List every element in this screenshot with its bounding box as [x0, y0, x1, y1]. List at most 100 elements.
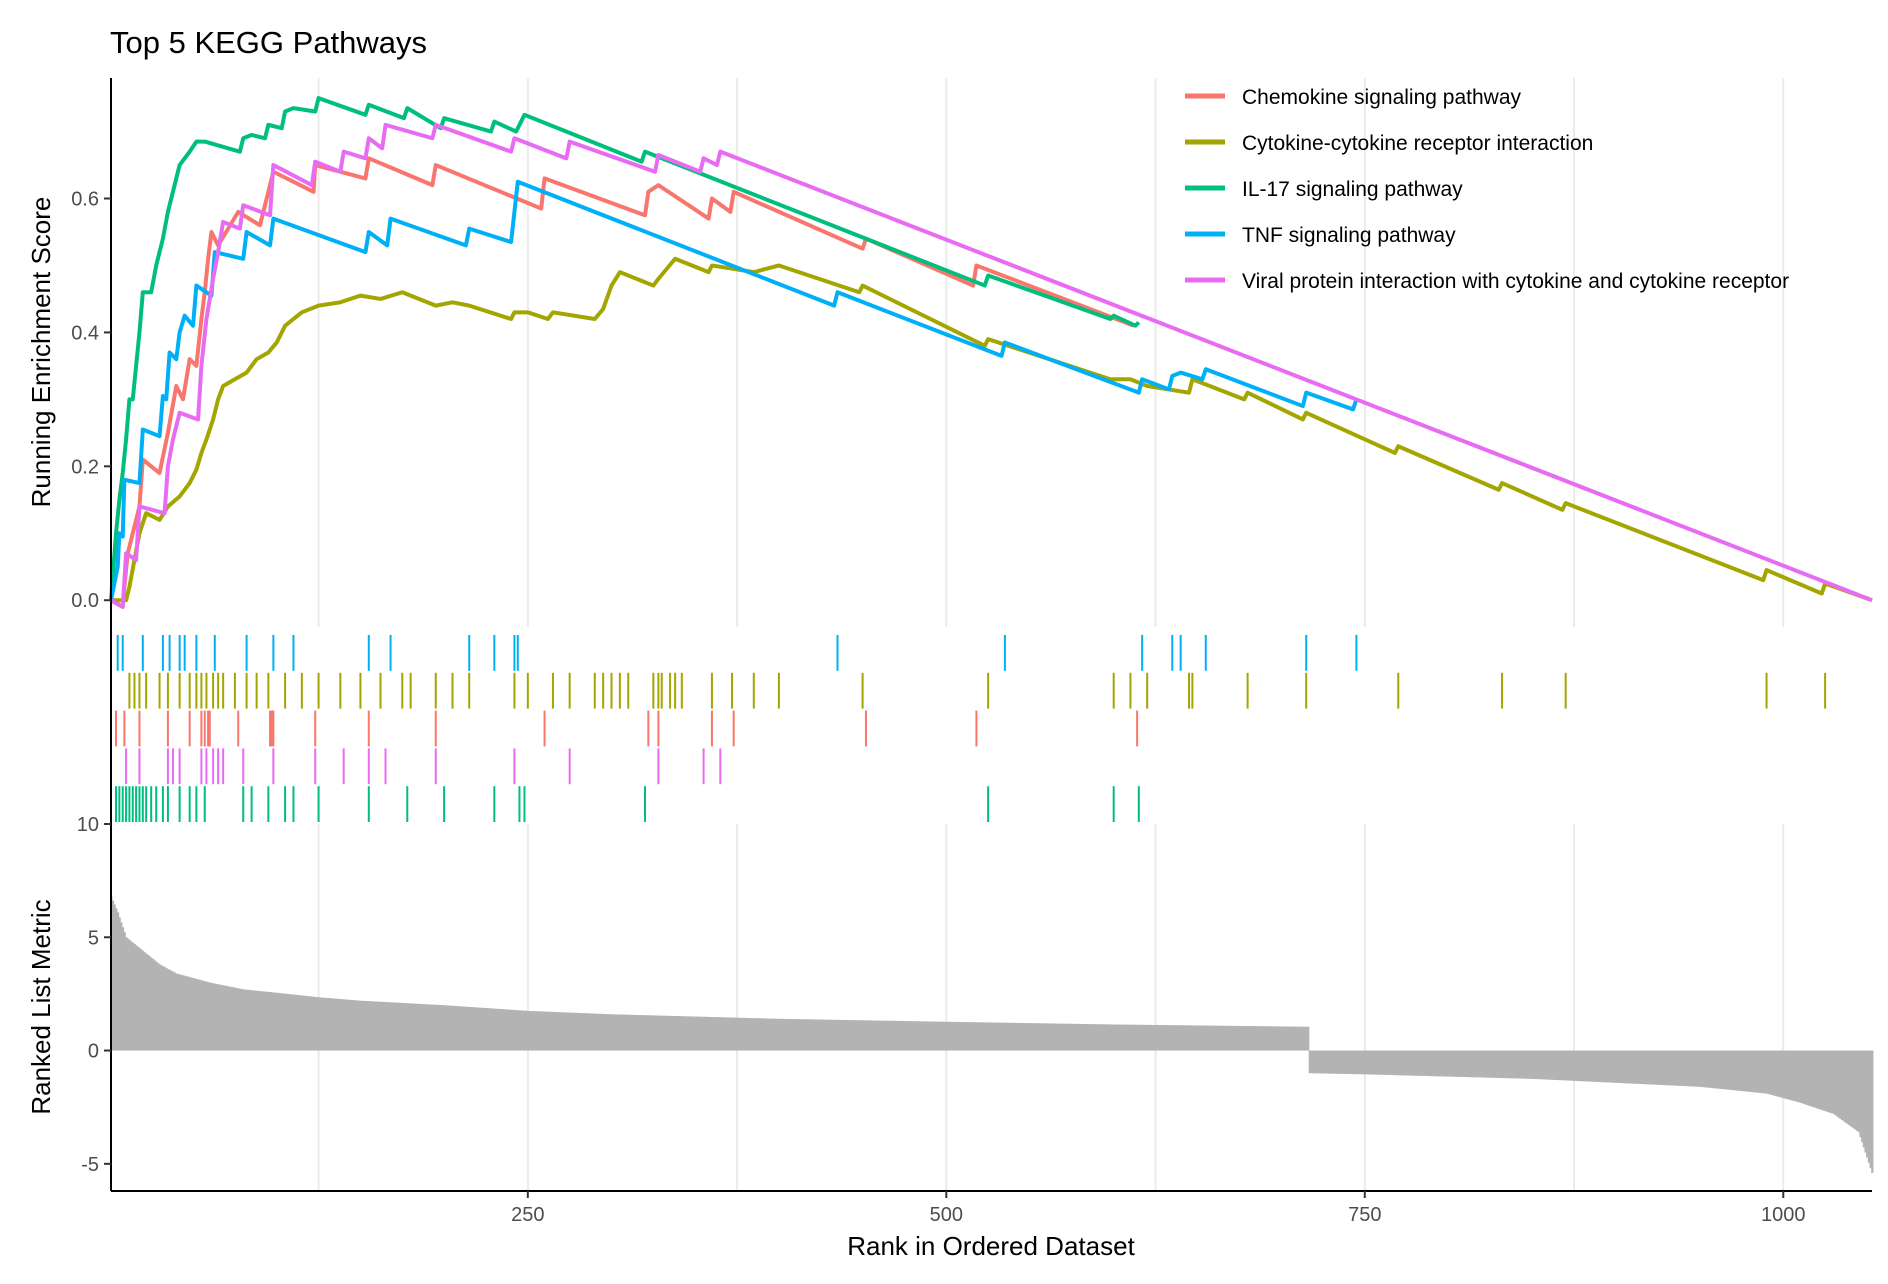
ranked-metric-bar [1337, 1050, 1340, 1074]
ranked-metric-bar [309, 996, 312, 1051]
ranked-metric-bar [896, 1020, 900, 1051]
ranked-metric-bar [1112, 1024, 1116, 1051]
ranked-metric-bar [304, 995, 307, 1051]
ranked-metric-bar [1176, 1025, 1179, 1051]
ranked-metric-bar [1382, 1050, 1385, 1075]
ranked-metric-bar [911, 1021, 915, 1051]
ranked-metric-bar [421, 1004, 424, 1051]
ranked-metric-bar [1199, 1025, 1203, 1051]
ranked-metric-bar [1866, 1050, 1869, 1158]
ranked-metric-bar [426, 1004, 429, 1051]
ranked-metric-bar [1496, 1050, 1499, 1078]
ranked-metric-bar [376, 1001, 379, 1051]
ranked-metric-bar [1221, 1025, 1224, 1051]
ranked-metric-bar [254, 990, 257, 1051]
ranked-metric-bar [732, 1017, 736, 1051]
ranked-metric-bar [1342, 1050, 1345, 1074]
ranked-metric-bar [212, 983, 215, 1051]
series-line-0 [110, 156, 1135, 609]
ranked-metric-bar [242, 989, 245, 1051]
ranked-metric-bar [890, 1020, 893, 1051]
ranked-metric-bar [162, 966, 165, 1051]
ranked-metric-bar [1404, 1050, 1407, 1076]
ranked-metric-bar [1476, 1050, 1479, 1078]
ranked-metric-bar [614, 1014, 617, 1051]
ranked-metric-bar [1705, 1050, 1708, 1088]
ranked-metric-bar [235, 988, 238, 1051]
ranked-metric-bar [657, 1015, 660, 1051]
ranked-metric-bar [1358, 1050, 1362, 1075]
ranked-metric-bar [1343, 1050, 1347, 1074]
ranked-metric-bar [1651, 1050, 1655, 1085]
ranked-metric-bar [202, 980, 205, 1051]
ranked-metric-bar [587, 1013, 590, 1051]
ranked-metric-bar [1303, 1026, 1306, 1051]
ranked-metric-bar [1002, 1022, 1005, 1051]
ranked-metric-bar [1653, 1050, 1656, 1085]
ranked-metric-bar [823, 1019, 826, 1051]
ranked-metric-bar [773, 1018, 776, 1051]
ranked-metric-bar [326, 997, 329, 1051]
ranked-metric-bar [1439, 1050, 1442, 1077]
ranked-metric-bar [754, 1018, 757, 1051]
ranked-metric-bar [314, 996, 317, 1051]
ranked-metric-bar [1656, 1050, 1660, 1085]
ranked-metric-bar [1825, 1050, 1829, 1112]
ranked-metric-bar [1397, 1050, 1400, 1076]
ranked-metric-bar [1718, 1050, 1722, 1089]
ranked-metric-bar [1643, 1050, 1646, 1085]
ranked-metric-bar [1166, 1025, 1169, 1051]
ranked-metric-bar [396, 1002, 399, 1051]
ranked-metric-bar [687, 1016, 690, 1051]
ranked-metric-bar [680, 1016, 684, 1051]
ranked-metric-bar [808, 1019, 811, 1051]
series-line-4 [110, 122, 1873, 609]
ranked-metric-bar [1211, 1025, 1214, 1051]
ranked-metric-bar [317, 997, 320, 1051]
ranked-metric-bar [1635, 1050, 1638, 1084]
ranked-metric-bar [1804, 1050, 1807, 1105]
ranked-metric-bar [1223, 1025, 1226, 1051]
ranked-metric-bar [138, 948, 141, 1051]
ranked-metric-bar [846, 1020, 849, 1051]
ranked-metric-bar [485, 1008, 488, 1051]
legend-label: Cytokine-cytokine receptor interaction [1242, 132, 1593, 155]
ranked-metric-bar [990, 1022, 993, 1051]
ranked-metric-bar [1034, 1023, 1037, 1051]
ranked-metric-bar [883, 1020, 886, 1051]
ranked-metric-bar [960, 1022, 963, 1051]
ranked-metric-bar [307, 996, 310, 1051]
ranked-metric-bar [302, 995, 305, 1051]
ranked-metric-bar [779, 1018, 783, 1051]
ranked-metric-bar [1045, 1023, 1049, 1051]
ranked-metric-bar [1027, 1023, 1030, 1051]
ranked-metric-bar [1009, 1022, 1012, 1051]
ranked-metric-bar [1278, 1026, 1281, 1051]
ranked-metric-bar [1747, 1050, 1750, 1092]
ranked-metric-bar [1307, 1026, 1310, 1051]
ranked-metric-bar [173, 972, 177, 1051]
ranked-metric-bar [496, 1008, 500, 1051]
ranked-metric-bar [865, 1020, 868, 1051]
ranked-metric-bar [1610, 1050, 1613, 1083]
ranked-metric-bar [994, 1022, 997, 1051]
ranked-metric-bar [973, 1022, 977, 1051]
ranked-metric-bar [1156, 1025, 1159, 1051]
ranked-metric-bar [637, 1015, 640, 1051]
ranked-metric-bar [1512, 1050, 1516, 1079]
ranked-metric-bar [1514, 1050, 1517, 1079]
ranked-metric-bar [712, 1017, 716, 1051]
ranked-metric-bar [1487, 1050, 1491, 1078]
ranked-metric-bar [1636, 1050, 1640, 1084]
ranked-metric-bar [1310, 1050, 1313, 1074]
ranked-metric-bar [1181, 1025, 1184, 1051]
ranked-metric-bar [1700, 1050, 1703, 1087]
ranked-metric-bar [1620, 1050, 1623, 1084]
ranked-metric-bar [1363, 1050, 1367, 1075]
ranked-metric-bar [1174, 1025, 1178, 1051]
ranked-metric-bar [644, 1015, 647, 1051]
ranked-metric-bar [1841, 1050, 1844, 1121]
ranked-metric-bar [1782, 1050, 1785, 1099]
ranked-metric-bar [1728, 1050, 1732, 1090]
ranked-metric-bar [1556, 1050, 1559, 1081]
